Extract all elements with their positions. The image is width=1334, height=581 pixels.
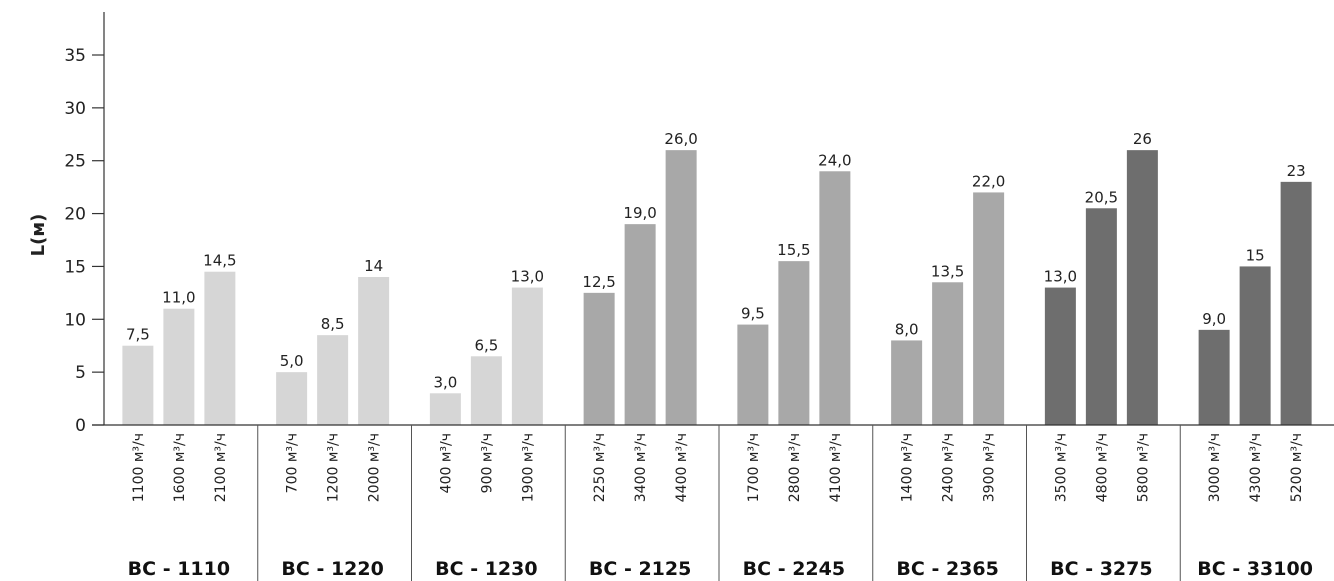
bar (778, 261, 810, 425)
x-category-label: 2250 м³/ч (592, 433, 608, 502)
data-label: 24,0 (818, 151, 851, 169)
y-tick-label: 35 (64, 46, 86, 66)
y-tick-label: 30 (64, 99, 86, 119)
data-label: 22,0 (972, 172, 1005, 190)
x-category-label: 3400 м³/ч (633, 433, 649, 502)
bar (583, 292, 615, 425)
group-label: ВС - 1230 (435, 558, 537, 580)
x-category-label: 4400 м³/ч (674, 433, 690, 502)
bar (204, 271, 236, 425)
bar (1085, 208, 1117, 425)
data-label: 19,0 (623, 204, 656, 222)
y-tick-label: 15 (64, 257, 86, 277)
x-category-label: 2800 м³/ч (787, 433, 803, 502)
x-category-label: 1400 м³/ч (900, 433, 916, 502)
bar (317, 335, 349, 425)
y-axis: 0 5 10 15 20 25 30 35 (64, 12, 105, 436)
x-category-label: 2000 м³/ч (367, 433, 383, 502)
data-label: 14 (364, 257, 383, 275)
bar (470, 356, 502, 425)
data-label: 15,5 (777, 241, 810, 259)
bar (1198, 329, 1230, 425)
data-label: 20,5 (1085, 188, 1118, 206)
bar (819, 171, 851, 425)
data-label: 13,0 (511, 268, 544, 286)
y-tick-label: 10 (64, 310, 86, 330)
data-label: 23 (1287, 162, 1306, 180)
x-category-label: 2100 м³/ч (213, 433, 229, 502)
bar (1239, 266, 1271, 425)
group-label: ВС - 1110 (128, 558, 230, 580)
data-label: 5,0 (280, 352, 304, 370)
x-category-label: 4800 м³/ч (1094, 433, 1110, 502)
group-label: ВС - 2125 (589, 558, 691, 580)
x-category-label: 2400 м³/ч (941, 433, 957, 502)
x-category-label: 5800 м³/ч (1135, 433, 1151, 502)
bar (511, 287, 543, 425)
group-label: ВС - 3275 (1050, 558, 1152, 580)
bars-layer: 7,5 11,0 14,5 5,0 8,5 14 3,0 6,5 13,0 12,5 19,0 26,… (122, 130, 1312, 425)
group-label: ВС - 1220 (281, 558, 383, 580)
x-category-label: 4300 м³/ч (1248, 433, 1264, 502)
bar (1126, 150, 1158, 425)
data-label: 8,0 (895, 320, 919, 338)
x-category-label: 700 м³/ч (285, 433, 301, 493)
y-tick-label: 25 (64, 152, 86, 172)
x-category-label: 5200 м³/ч (1289, 433, 1305, 502)
x-axis: 1100 м³/ч 1600 м³/ч 2100 м³/ч ВС - 1110 700 … (92, 424, 1334, 581)
bar (429, 393, 461, 425)
bar (973, 192, 1005, 425)
bar (163, 308, 195, 425)
y-tick-label: 20 (64, 205, 86, 225)
group-label: ВС - 2365 (896, 558, 998, 580)
data-label: 15 (1246, 246, 1265, 264)
data-label: 3,0 (433, 373, 457, 391)
bar (1280, 181, 1312, 425)
bar (1044, 287, 1076, 425)
x-category-label: 3000 м³/ч (1207, 433, 1223, 502)
data-label: 13,0 (1044, 268, 1077, 286)
bar (122, 345, 154, 425)
data-label: 6,5 (474, 336, 498, 354)
data-label: 26 (1133, 130, 1152, 148)
group-label: ВС - 2245 (743, 558, 845, 580)
y-tick-label: 5 (75, 363, 86, 383)
bar (276, 372, 308, 425)
data-label: 13,5 (931, 262, 964, 280)
bar (737, 324, 769, 425)
x-category-label: 4100 м³/ч (828, 433, 844, 502)
data-label: 12,5 (582, 273, 615, 291)
bar (891, 340, 923, 425)
x-category-label: 400 м³/ч (438, 433, 454, 493)
x-category-label: 1900 м³/ч (520, 433, 536, 502)
x-category-label: 3900 м³/ч (982, 433, 998, 502)
group-label: ВС - 33100 (1197, 558, 1313, 580)
x-category-label: 1200 м³/ч (326, 433, 342, 502)
data-label: 9,0 (1202, 310, 1226, 328)
bar (624, 224, 656, 425)
bar (358, 277, 390, 425)
data-label: 14,5 (203, 252, 236, 270)
y-axis-label: L(м) (28, 214, 49, 257)
bar (932, 282, 964, 425)
data-label: 26,0 (664, 130, 697, 148)
data-label: 11,0 (162, 289, 195, 307)
y-tick-label: 0 (75, 416, 86, 436)
x-category-label: 1100 м³/ч (131, 433, 147, 502)
x-category-label: 1700 м³/ч (746, 433, 762, 502)
data-label: 7,5 (126, 326, 150, 344)
x-category-label: 3500 м³/ч (1053, 433, 1069, 502)
data-label: 8,5 (321, 315, 345, 333)
data-label: 9,5 (741, 305, 765, 323)
x-category-label: 900 м³/ч (479, 433, 495, 493)
x-category-label: 1600 м³/ч (172, 433, 188, 502)
bar (665, 150, 697, 425)
